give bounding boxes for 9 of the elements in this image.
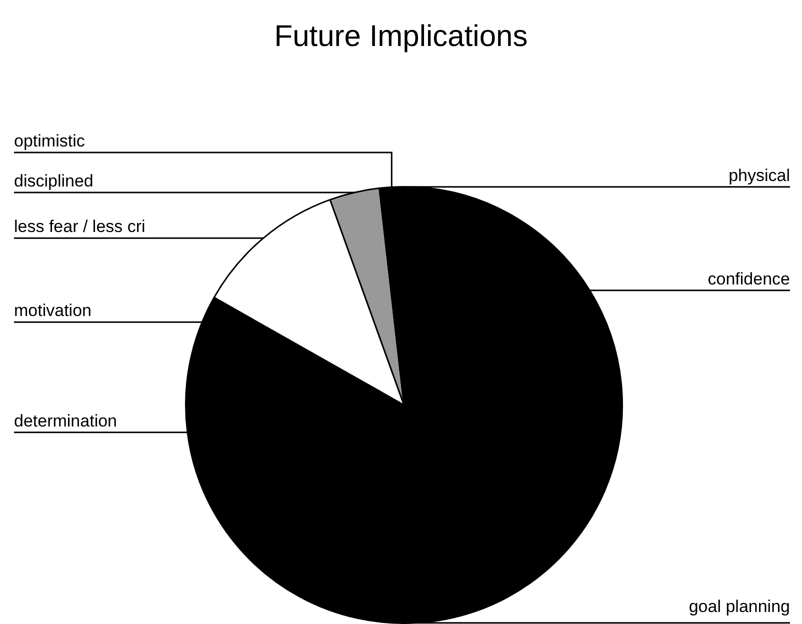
slice-label: physical	[728, 166, 790, 185]
slice-label: determination	[14, 411, 118, 430]
slice-label: less fear / less cri	[14, 217, 146, 236]
slice-label: confidence	[708, 269, 790, 288]
chart-title: Future Implications	[273, 20, 529, 54]
slice-label: motivation	[14, 301, 92, 320]
slice-label: disciplined	[14, 171, 94, 190]
slice-label: goal planning	[688, 597, 790, 616]
slice-label: optimistic	[14, 131, 86, 150]
